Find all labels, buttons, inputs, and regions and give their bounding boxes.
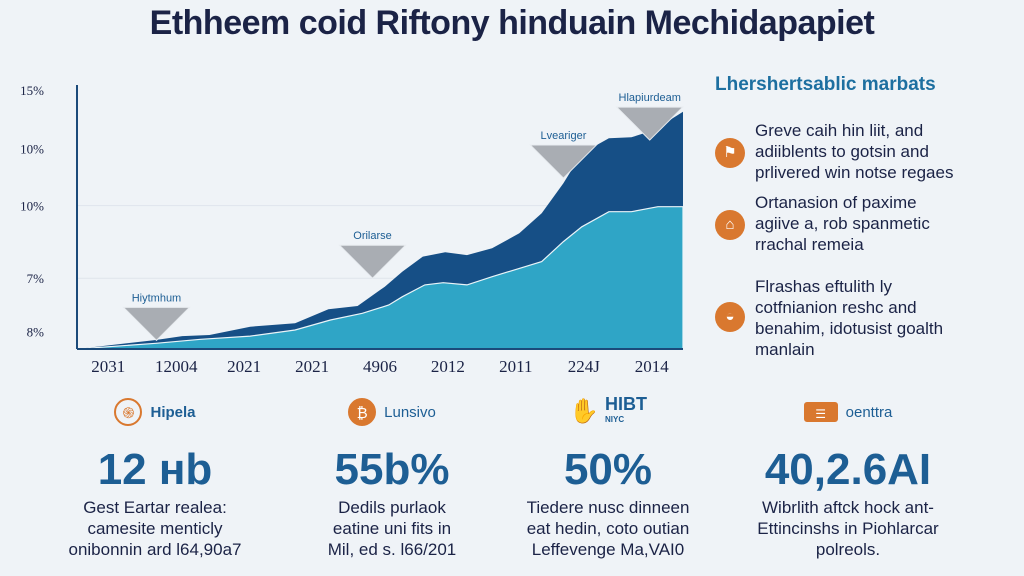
annotation-marker [529,144,598,179]
insight-line: cotfnianion reshc and [755,298,917,317]
house-icon: ⌂ [715,210,745,240]
x-tick-label: 4906 [363,357,397,376]
annotation-marker [615,106,684,141]
stat-value: 50% [563,445,653,494]
insight-line: adiiblents to gotsin and [755,142,929,161]
stat-label: Hipela [150,403,196,421]
y-tick-label: 10% [20,199,44,214]
shield-figure-icon: ⚑ [715,138,745,168]
x-tick-label: 2031 [91,357,125,376]
stat-desc-line: camesite menticly [87,519,223,538]
stat-card: ☰ oenttra 40,2.6AI Wibrlith aftck hock an… [728,395,968,560]
area-chart: 15% 10% 10% 7% 8% 2031 12004 2021 2021 4906 2012 20… [20,83,684,376]
annotation-label: Hiytmhum [132,292,182,304]
insight-line: Ortanasion of paxime [755,193,917,212]
stat-desc-line: Mil, ed s. l66/201 [327,540,457,559]
x-tick-label: 2021 [227,357,261,376]
stat-card: ₿ Lunsivo 55b% Dedils purlaok eatine uni f… [272,395,512,560]
stat-label: Lunsivo [384,403,436,421]
y-tick-label: 10% [20,142,44,157]
insight-line: benahim, idotusist goalth [755,319,944,338]
stat-sublabel: NIYC [605,415,625,424]
page-title: Ethheem coid Riftony hinduain Mechidapap… [149,4,875,42]
insights-panel: Lhershertsablic marbats ⚑ Greve caih hin… [715,74,1015,359]
x-tick-label: 2011 [499,357,532,376]
insight-line: rrachal remeia [755,235,864,254]
coin-spiral-icon: ֍ [114,398,143,426]
y-tick-label: 15% [20,83,44,98]
annotation-marker [122,306,191,342]
stat-desc-line: Leffevenge Ma,VAI0 [531,540,685,559]
insight-line: agiive a, rob spanmetic [755,214,930,233]
box-stack-icon: ☰ [803,402,838,422]
annotation-label: Lveariger [541,130,587,142]
annotation-label: Hlapiurdeam [619,92,681,104]
x-tick-label: 2021 [295,357,329,376]
light-area-series [76,206,684,350]
insight-line: manlain [755,340,815,359]
stat-card: ֍ Hipela 12 нb Gest Eartar realea: camesit… [35,395,275,560]
stat-desc-line: polreols. [815,540,881,559]
stat-desc-line: Wibrlith aftck hock ant- [762,498,934,517]
bowl-icon: ◒ [715,302,745,332]
stat-desc-line: eatine uni fits in [332,519,452,538]
stat-desc-line: Dedils purlaok [338,498,446,517]
stat-card: ✋ HIBT NIYC 50% Tiedere nusc dinneen eat he… [488,395,728,560]
stat-desc-line: Gest Eartar realea: [83,498,227,517]
x-tick-label: 224J [568,357,601,376]
stat-value: 12 нb [97,445,213,494]
y-tick-label: 7% [27,271,45,286]
stat-label: HIBT [605,394,647,414]
x-tick-label: 2012 [431,357,465,376]
x-tick-label: 12004 [155,357,198,376]
stat-desc-line: onibonnin ard l64,90a7 [68,540,242,559]
stat-value: 40,2.6AI [764,445,932,494]
insights-heading: Lhershertsablic marbats [715,74,936,95]
stat-label: oenttra [845,403,893,421]
x-tick-label: 2014 [635,357,670,376]
stat-desc-line: Ettincinshs in Piohlarcar [757,519,939,538]
stat-desc-line: Tiedere nusc dinneen [526,498,690,517]
insight-line: prlivered win notse regaes [755,163,954,182]
stat-desc-line: eat hedin, coto outian [526,519,690,538]
hands-icon: ✋ [569,398,599,425]
insight-line: Greve caih hin liit, and [755,121,924,140]
y-tick-label: 8% [27,325,45,340]
annotation-label: Orilarse [353,230,392,242]
annotation-marker [338,244,407,279]
coin-icon: ₿ [348,398,377,426]
insight-line: Flrashas eftulith ly [755,277,892,296]
stat-value: 55b% [334,445,450,494]
